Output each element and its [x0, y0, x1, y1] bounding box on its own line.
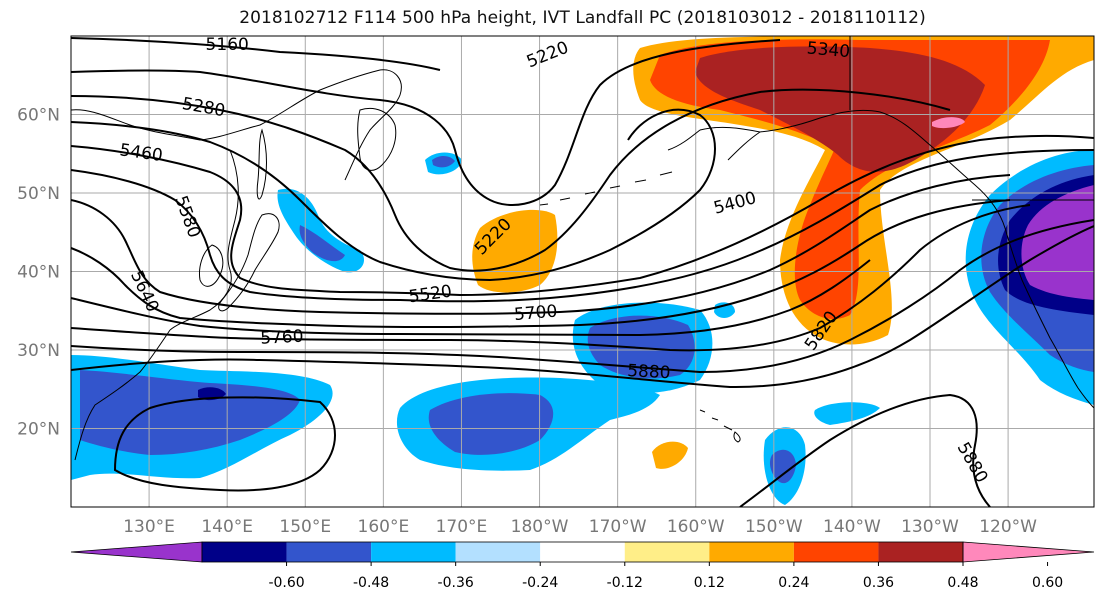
colorbar-tick-label: -0.48	[353, 575, 389, 591]
contour-label: 5760	[260, 327, 304, 349]
contour-line	[71, 37, 441, 71]
coastline-sakhalin	[256, 128, 267, 200]
negative-ivt-japan-outer	[277, 188, 365, 273]
contour-line	[71, 149, 1094, 303]
contour-label-group: 5520	[408, 282, 454, 308]
contour-label-group: 5400	[712, 188, 759, 219]
negative-ivt-kuril-mid	[432, 155, 455, 168]
contour-line	[71, 204, 1031, 352]
contour-line	[71, 225, 1094, 389]
longitude-label: 140°W	[823, 517, 881, 537]
colorbar-extend-low	[70, 541, 203, 563]
colorbar-swatch	[455, 542, 541, 562]
longitude-label: 150°E	[279, 517, 331, 537]
coastline-aleutians	[539, 171, 673, 206]
coastline-korea	[199, 244, 224, 287]
colorbar-swatch	[624, 542, 710, 562]
colorbar-tick-label: 0.60	[1032, 575, 1063, 591]
colorbar-swatch	[878, 542, 963, 562]
colorbar-tick-label: 0.48	[947, 575, 978, 591]
coastline-north-america	[667, 109, 1094, 409]
contour-label-group: 5880	[627, 361, 671, 383]
negative-ivt-cell-south-2	[814, 402, 880, 425]
latitude-label: 40°N	[17, 263, 60, 283]
figure-title: 2018102712 F114 500 hPa height, IVT Land…	[239, 8, 926, 28]
positive-ivt-cell-small	[652, 441, 688, 469]
longitude-label: 130°W	[901, 517, 959, 537]
latitude-label: 30°N	[17, 341, 60, 361]
colorbar-tick-label: 0.24	[778, 575, 809, 591]
contour-label: 5340	[806, 38, 851, 62]
longitude-label: 130°E	[123, 517, 175, 537]
negative-ivt-wpac-mid	[80, 370, 300, 455]
colorbar-swatch	[709, 542, 794, 562]
contour-label: 5880	[627, 361, 671, 383]
colorbar-swatch	[793, 542, 879, 562]
colorbar-tick-label: 0.12	[694, 575, 725, 591]
longitude-label: 140°E	[201, 517, 253, 537]
contour-label-group: 5340	[806, 38, 851, 62]
contour-label-group: 5700	[513, 301, 558, 325]
negative-ivt-cpac-mid	[428, 393, 554, 455]
colorbar-extend-high	[962, 541, 1095, 563]
contour-line	[739, 393, 991, 507]
contour-line	[71, 134, 1094, 297]
contour-label-group: 5880	[953, 439, 992, 486]
longitude-label: 180°W	[511, 517, 569, 537]
colorbar-tick-label: -0.36	[438, 575, 474, 591]
positive-ivt-pink	[932, 117, 965, 129]
colorbar-tick-label: -0.12	[607, 575, 643, 591]
contour-line	[71, 174, 1011, 315]
contour-label: 5700	[513, 301, 558, 325]
negative-ivt-japan-mid	[299, 225, 345, 262]
latitude-labels: 60°N 50°N 40°N 30°N 20°N	[17, 106, 60, 440]
contour-line	[71, 39, 781, 206]
contour-line	[71, 219, 1094, 374]
contour-label-group: 5460	[118, 140, 164, 166]
contour-line	[71, 88, 951, 272]
colorbar-swatch	[286, 542, 372, 562]
longitude-label: 160°E	[358, 517, 410, 537]
gridlines	[71, 36, 1094, 507]
colorbar-frame	[201, 541, 964, 563]
longitude-label: 160°W	[667, 517, 725, 537]
colorbar-tick-label: -0.60	[268, 575, 304, 591]
contour-line	[113, 396, 336, 492]
coastline-kamchatka	[357, 107, 397, 171]
contour-label: 5280	[181, 94, 227, 121]
height-contours	[71, 37, 1094, 507]
map-frame	[70, 35, 1095, 508]
longitude-label: 120°W	[979, 517, 1037, 537]
colorbar-swatch	[371, 542, 456, 562]
colorbar-tick-label: 0.36	[863, 575, 894, 591]
contour-label-group: 5580	[170, 193, 204, 240]
negative-ivt-cpac-east-mid	[587, 315, 695, 379]
positive-ivt-darkred	[695, 46, 985, 172]
contour-line	[71, 259, 871, 337]
contour-label-group: 5160	[206, 35, 249, 55]
contour-label-group: 5280	[181, 94, 227, 121]
latitude-label: 50°N	[17, 184, 60, 204]
coastline-japan	[218, 213, 280, 312]
longitude-labels: 130°E 140°E 150°E 160°E 170°E 180°W 170°W 160°W…	[123, 517, 1037, 537]
longitude-label: 150°W	[745, 517, 803, 537]
latitude-label: 20°N	[17, 420, 60, 440]
longitude-label: 170°E	[436, 517, 488, 537]
colorbar: -0.60 -0.48 -0.36 -0.24 -0.12 0.12 0.24 0.36 0.4…	[70, 541, 1095, 591]
contour-line	[71, 199, 1011, 329]
contour-label-group: 5220	[524, 38, 572, 73]
coastline-hawaii	[699, 409, 741, 443]
colorbar-tick-label: -0.24	[522, 575, 558, 591]
negative-ivt-cell-south-1-mid	[769, 449, 796, 484]
longitude-label: 170°W	[589, 517, 647, 537]
contour-label-group: 5760	[260, 327, 304, 349]
contour-label: 5160	[206, 35, 249, 55]
latitude-label: 60°N	[17, 106, 60, 126]
coastlines	[71, 36, 1094, 461]
colorbar-swatch	[540, 542, 625, 562]
contour-line	[71, 108, 716, 282]
colorbar-swatch	[202, 542, 287, 562]
